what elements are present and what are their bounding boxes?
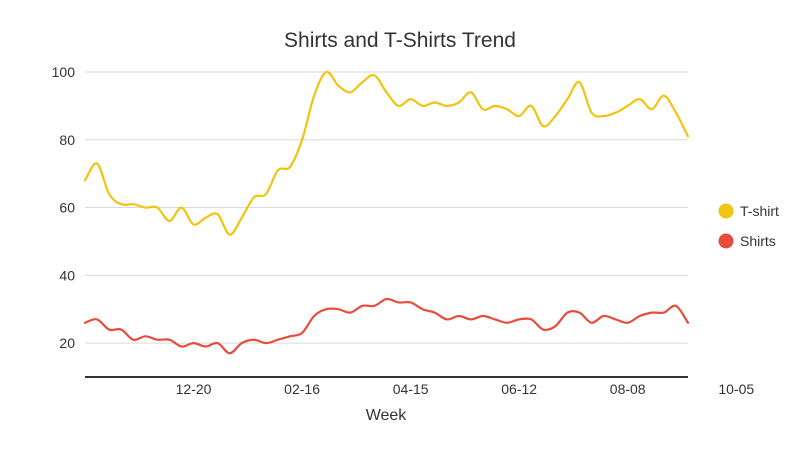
gridlines [85, 72, 688, 343]
y-axis-ticks: 20 40 60 80 100 [52, 64, 76, 351]
y-tick-label: 100 [52, 64, 76, 80]
legend-label: Shirts [740, 233, 776, 249]
series-line-t-shirt [85, 72, 688, 235]
y-tick-label: 60 [59, 200, 75, 216]
x-tick-label: 02-16 [284, 381, 320, 397]
legend-marker [719, 234, 734, 249]
series-line-shirts [85, 299, 688, 353]
x-axis-title: Week [366, 407, 408, 424]
x-tick-label: 04-15 [393, 381, 429, 397]
legend: T-shirt Shirts [719, 203, 780, 249]
x-tick-label: 10-05 [718, 381, 754, 397]
chart-title: Shirts and T-Shirts Trend [284, 29, 516, 52]
series-lines [85, 72, 688, 353]
legend-marker [719, 204, 734, 219]
x-tick-label: 12-20 [176, 381, 212, 397]
legend-label: T-shirt [740, 203, 779, 219]
x-axis-ticks: 12-20 02-16 04-15 06-12 08-08 10-05 [176, 381, 755, 397]
y-tick-label: 40 [59, 267, 75, 283]
y-tick-label: 20 [59, 335, 75, 351]
x-tick-label: 06-12 [501, 381, 537, 397]
x-tick-label: 08-08 [610, 381, 646, 397]
y-tick-label: 80 [59, 132, 75, 148]
